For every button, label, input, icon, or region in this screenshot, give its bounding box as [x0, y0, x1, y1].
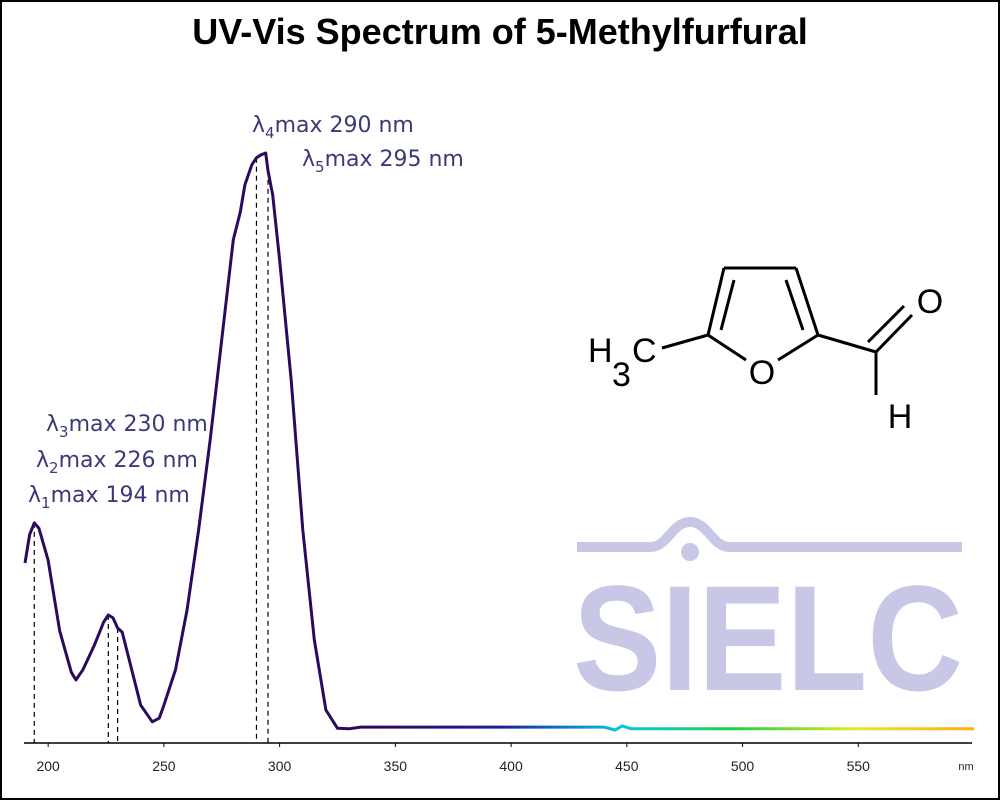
bond [661, 333, 709, 350]
bond [794, 267, 820, 336]
x-tick-label: 250 [152, 758, 176, 774]
peak-symbol: λ [28, 483, 41, 508]
x-tick-label: 450 [615, 758, 639, 774]
x-tick-label: 550 [847, 758, 871, 774]
bond [719, 279, 736, 331]
atom-label: O [917, 283, 943, 321]
chart-title: UV-Vis Spectrum of 5-Methylfurfural [192, 11, 807, 52]
molecule [661, 266, 914, 395]
peak-label: λ1max 194 nm [28, 483, 190, 512]
atom-label: H [588, 332, 613, 370]
peak-text: max 226 nm [59, 448, 198, 473]
bond [706, 267, 726, 336]
bond [866, 304, 906, 344]
atom-label: 3 [612, 356, 631, 394]
x-tick-label: 350 [384, 758, 408, 774]
peak-symbol: λ [36, 448, 49, 473]
bond [817, 333, 877, 354]
peak-symbol: λ [302, 147, 315, 172]
peak-subscript: 1 [41, 494, 51, 512]
peak-label: λ2max 226 nm [36, 448, 198, 477]
peak-subscript: 4 [265, 124, 275, 142]
peak-subscript: 3 [59, 423, 69, 441]
x-tick-label: 200 [36, 758, 60, 774]
peak-label: λ4max 290 nm [252, 113, 414, 142]
atom-label: H [888, 398, 913, 436]
peak-label: λ5max 295 nm [302, 147, 464, 176]
x-tick-label: 500 [731, 758, 755, 774]
peak-symbol: λ [252, 113, 265, 138]
peak-label: λ3max 230 nm [46, 412, 208, 441]
watermark-group: SIELC [573, 516, 963, 722]
watermark: SIELC [573, 554, 963, 722]
x-axis-label: nm [958, 761, 973, 773]
peak-text: max 290 nm [275, 113, 414, 138]
atom-label: C [632, 332, 657, 370]
bond [784, 279, 805, 331]
bond [777, 333, 819, 362]
atom-label: O [749, 354, 775, 392]
bond [874, 313, 914, 354]
spectrum-line [23, 151, 974, 732]
peak-text: max 230 nm [69, 412, 208, 437]
peak-symbol: λ [46, 412, 59, 437]
peak-text: max 194 nm [51, 483, 190, 508]
watermark-dot [681, 543, 699, 561]
bond [707, 333, 747, 362]
peak-subscript: 2 [49, 459, 59, 477]
peak-subscript: 5 [315, 158, 325, 176]
x-tick-label: 300 [268, 758, 292, 774]
x-tick-label: 400 [499, 758, 523, 774]
watermark-arc [577, 516, 962, 552]
peak-text: max 295 nm [325, 147, 464, 172]
